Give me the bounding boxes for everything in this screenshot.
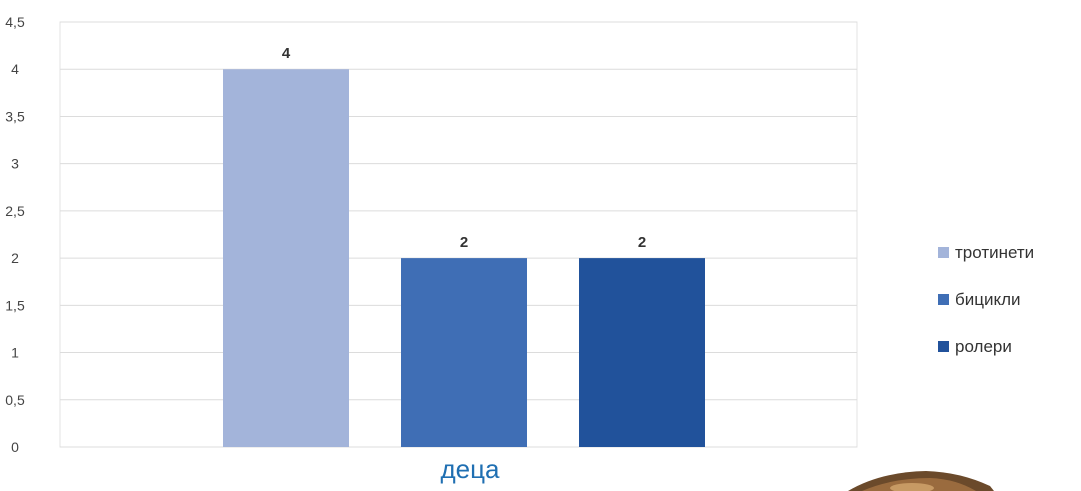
x-axis-label: деца (441, 454, 501, 484)
legend-swatch (938, 247, 949, 258)
y-tick-label: 2,5 (5, 203, 25, 219)
y-axis-tick-labels: 0 0,5 1 1,5 2 2,5 3 3,5 4 4,5 (5, 14, 25, 455)
data-label: 2 (460, 234, 468, 251)
y-tick-label: 0 (11, 439, 19, 455)
bar-1 (401, 258, 527, 447)
legend-swatch (938, 294, 949, 305)
y-tick-label: 2 (11, 250, 19, 266)
y-tick-label: 0,5 (5, 392, 25, 408)
legend: тротинети бицикли ролери (938, 243, 1034, 356)
data-label: 4 (282, 45, 291, 62)
y-tick-label: 3,5 (5, 108, 25, 124)
data-label: 2 (638, 234, 646, 251)
decorative-illustration (848, 471, 994, 491)
y-tick-label: 4,5 (5, 14, 25, 30)
y-tick-label: 1 (11, 345, 19, 361)
y-tick-label: 4 (11, 61, 19, 77)
legend-label: тротинети (955, 243, 1034, 262)
bar-2 (579, 258, 705, 447)
bars (223, 69, 705, 447)
y-tick-label: 3 (11, 156, 19, 172)
legend-swatch (938, 341, 949, 352)
data-labels: 4 2 2 (282, 45, 646, 251)
bar-0 (223, 69, 349, 447)
legend-label: ролери (955, 337, 1012, 356)
gridlines (60, 21, 857, 448)
legend-label: бицикли (955, 290, 1021, 309)
y-tick-label: 1,5 (5, 297, 25, 313)
